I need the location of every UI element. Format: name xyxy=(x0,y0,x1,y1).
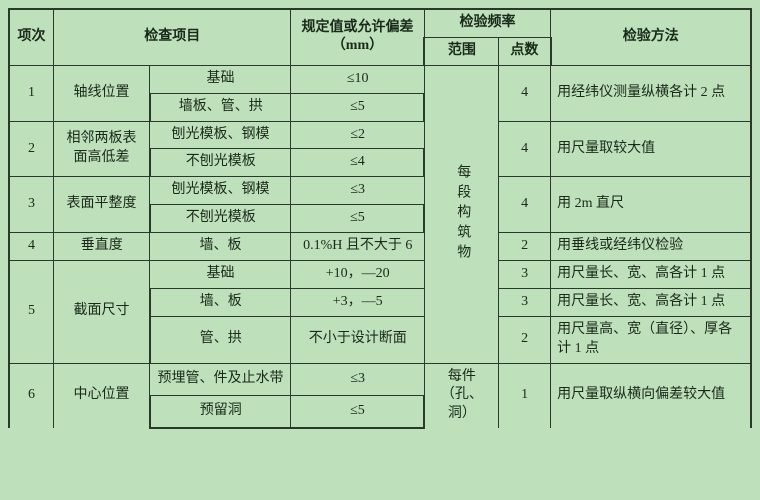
cell-subtype: 管、拱 xyxy=(150,316,291,363)
cell-subtype: 预留洞 xyxy=(150,395,291,428)
cell-spec: ≤10 xyxy=(291,65,425,93)
cell-points: 3 xyxy=(499,261,551,289)
cell-subtype: 刨光模板、钢模 xyxy=(150,177,291,205)
cell-no: 4 xyxy=(9,233,54,261)
cell-method: 用尺量长、宽、高各计 1 点 xyxy=(551,261,751,289)
cell-spec: ≤5 xyxy=(291,93,425,121)
cell-spec: 不小于设计断面 xyxy=(291,316,425,363)
cell-no: 2 xyxy=(9,121,54,177)
cell-spec: ≤4 xyxy=(291,149,425,177)
cell-points: 2 xyxy=(499,233,551,261)
cell-spec: 0.1%H 且不大于 6 xyxy=(291,233,425,261)
cell-subtype: 不刨光模板 xyxy=(150,149,291,177)
cell-spec: +3，—5 xyxy=(291,288,425,316)
cell-subtype: 基础 xyxy=(150,65,291,93)
hdr-scope: 范围 xyxy=(424,37,498,65)
table-row: 3 表面平整度 刨光模板、钢模 ≤3 4 用 2m 直尺 xyxy=(9,177,751,205)
cell-points: 1 xyxy=(499,363,551,428)
hdr-points: 点数 xyxy=(499,37,551,65)
cell-name: 垂直度 xyxy=(54,233,150,261)
inspection-table: 项次 检查项目 规定值或允许偏差（mm） 检验频率 检验方法 范围 点数 1 轴… xyxy=(8,8,752,429)
table-row: 6 中心位置 预埋管、件及止水带 ≤3 每件（孔、洞） 1 用尺量取纵横向偏差较… xyxy=(9,363,751,395)
hdr-check-item: 检查项目 xyxy=(54,9,291,65)
table-row: 4 垂直度 墙、板 0.1%H 且不大于 6 2 用垂线或经纬仪检验 xyxy=(9,233,751,261)
cell-method: 用 2m 直尺 xyxy=(551,177,751,233)
cell-points: 4 xyxy=(499,65,551,121)
cell-subtype: 墙板、管、拱 xyxy=(150,93,291,121)
hdr-spec: 规定值或允许偏差（mm） xyxy=(291,9,425,65)
cell-name: 表面平整度 xyxy=(54,177,150,233)
cell-name: 相邻两板表面高低差 xyxy=(54,121,150,177)
cell-points: 2 xyxy=(499,316,551,363)
cell-subtype: 刨光模板、钢模 xyxy=(150,121,291,149)
cell-subtype: 墙、板 xyxy=(150,288,291,316)
hdr-freq: 检验频率 xyxy=(424,9,550,37)
cell-name: 轴线位置 xyxy=(54,65,150,121)
cell-name: 截面尺寸 xyxy=(54,261,150,364)
table-row: 1 轴线位置 基础 ≤10 每段构筑物 4 用经纬仪测量纵横各计 2 点 xyxy=(9,65,751,93)
cell-points: 3 xyxy=(499,288,551,316)
cell-subtype: 墙、板 xyxy=(150,233,291,261)
cell-no: 5 xyxy=(9,261,54,364)
cell-spec: ≤5 xyxy=(291,395,425,428)
cell-name: 中心位置 xyxy=(54,363,150,428)
hdr-item-no: 项次 xyxy=(9,9,54,65)
cell-no: 3 xyxy=(9,177,54,233)
cell-spec: ≤3 xyxy=(291,177,425,205)
cell-subtype: 不刨光模板 xyxy=(150,205,291,233)
cell-scope-segments: 每段构筑物 xyxy=(424,65,498,363)
cell-scope-pieces: 每件（孔、洞） xyxy=(424,363,498,428)
cell-method: 用尺量高、宽（直径）、厚各计 1 点 xyxy=(551,316,751,363)
table-row: 5 截面尺寸 基础 +10，—20 3 用尺量长、宽、高各计 1 点 xyxy=(9,261,751,289)
cell-points: 4 xyxy=(499,177,551,233)
cell-spec: +10，—20 xyxy=(291,261,425,289)
cell-spec: ≤3 xyxy=(291,363,425,395)
cell-points: 4 xyxy=(499,121,551,177)
cell-no: 1 xyxy=(9,65,54,121)
cell-method: 用尺量长、宽、高各计 1 点 xyxy=(551,288,751,316)
cell-method: 用尺量取纵横向偏差较大值 xyxy=(551,363,751,428)
cell-subtype: 预埋管、件及止水带 xyxy=(150,363,291,395)
cell-method: 用经纬仪测量纵横各计 2 点 xyxy=(551,65,751,121)
table-row: 2 相邻两板表面高低差 刨光模板、钢模 ≤2 4 用尺量取较大值 xyxy=(9,121,751,149)
cell-spec: ≤2 xyxy=(291,121,425,149)
cell-no: 6 xyxy=(9,363,54,428)
hdr-method: 检验方法 xyxy=(551,9,751,65)
cell-subtype: 基础 xyxy=(150,261,291,289)
cell-spec: ≤5 xyxy=(291,205,425,233)
cell-method: 用尺量取较大值 xyxy=(551,121,751,177)
cell-method: 用垂线或经纬仪检验 xyxy=(551,233,751,261)
